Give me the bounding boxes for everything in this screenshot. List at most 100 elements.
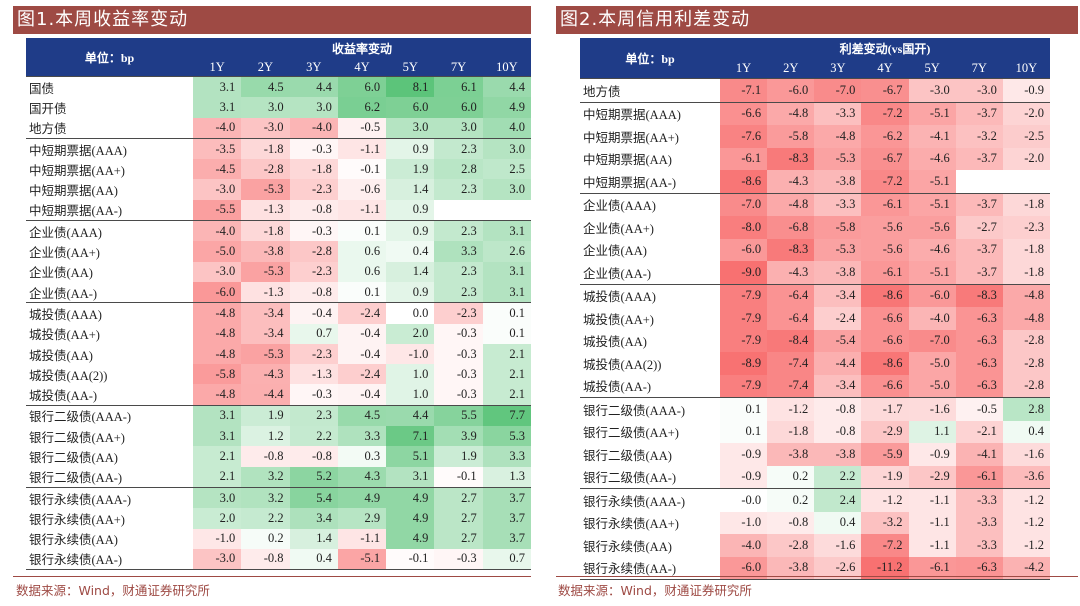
tenor-header: 1Y [193,58,242,77]
value-cell: -3.8 [767,556,815,580]
value-cell: -0.3 [289,137,338,160]
table-row: 银行二级债(AA-) -0.9 0.2 2.2 -1.9 -2.9 -6.1 -3.6 [580,465,1050,489]
value-cell: -0.8 [289,199,338,221]
value-cell: 0.1 [482,302,531,324]
table-row: 银行二级债(AA) -0.9 -3.8 -3.8 -5.9 -0.9 -4.1 -1.6 [580,443,1050,466]
tenor-header: 2Y [241,58,290,77]
value-cell: -3.0 [241,117,290,139]
value-cell: 1.4 [386,261,435,282]
value-cell: -6.1 [861,261,909,284]
value-cell [955,170,1003,193]
value-cell: -4.5 [193,159,242,180]
value-cell: -3.0 [193,548,242,571]
value-cell: -1.3 [289,364,338,385]
value-cell: -6.3 [955,329,1003,352]
value-cell: 0.6 [337,261,387,282]
table-row: 城投债(AA(2)) -5.8 -4.3 -1.3 -2.4 1.0 -0.3 2.1 [26,364,531,385]
value-cell: 0.9 [386,137,435,160]
value-cell: -1.1 [337,137,387,160]
value-cell: -3.7 [955,238,1003,261]
value-cell: -6.1 [720,147,768,170]
value-cell: -4.4 [814,352,862,375]
row-label: 银行永续债(AAA-) [26,486,193,509]
value-cell: -1.9 [861,465,909,489]
table-row: 企业债(AAA) -4.0 -1.8 -0.3 0.1 0.9 2.3 3.1 [26,220,531,242]
value-cell: -8.6 [861,283,909,307]
value-cell: -3.4 [814,374,862,398]
value-cell: -0.4 [337,343,387,365]
value-cell: -1.1 [337,199,387,221]
value-cell: 0.4 [289,548,338,571]
value-cell: 1.9 [241,404,290,427]
value-cell: 2.3 [434,281,483,303]
value-cell: 3.9 [434,426,483,447]
value-cell: -2.9 [908,465,956,489]
value-cell: 2.7 [434,486,483,509]
value-cell: 2.1 [482,364,531,385]
value-cell [1002,170,1050,193]
value-cell: -0.0 [720,488,768,512]
value-cell: 0.9 [386,220,435,242]
value-cell: -4.8 [193,343,242,365]
value-cell: -4.3 [767,170,815,193]
value-cell: -7.9 [720,374,768,398]
value-cell: 3.2 [241,466,290,488]
source-note: 数据来源：Wind，财通证券研究所 [16,583,210,598]
value-cell: -0.3 [434,343,483,365]
value-cell: -4.8 [1002,307,1050,330]
row-label: 城投债(AA) [29,348,93,363]
value-cell: -3.4 [241,302,290,324]
value-cell: 1.3 [482,466,531,488]
value-cell: -0.8 [767,511,815,534]
tenor-header: 2Y [767,58,815,79]
row-label: 银行永续债(AA+) [29,512,125,527]
value-cell: -4.4 [241,384,290,406]
table-row: 银行二级债(AAA-) 0.1 -1.2 -0.8 -1.7 -1.6 -0.5 2.8 [580,397,1050,421]
value-cell: 5.5 [434,404,483,427]
value-cell: -2.4 [337,364,387,385]
row-label: 城投债(AA-) [29,389,98,404]
value-cell: -1.8 [1002,261,1050,284]
table-row: 银行永续债(AA) -4.0 -2.8 -1.6 -7.2 -1.1 -3.3 -1.2 [580,534,1050,557]
tenor-header: 7Y [434,58,483,77]
value-cell: -4.8 [193,302,242,324]
value-cell: -6.0 [908,283,956,307]
tenor-header: 4Y [861,58,909,79]
value-cell: -0.4 [337,384,387,406]
value-cell: 0.1 [720,420,768,443]
value-cell: -7.9 [720,307,768,330]
value-cell: 4.4 [386,404,435,427]
tenor-header: 10Y [1002,58,1050,79]
row-label: 中短期票据(AAA) [580,101,720,125]
value-cell: -2.8 [767,534,815,557]
value-cell: 0.1 [720,397,768,421]
tenor-header: 5Y [908,58,956,79]
value-cell: 2.1 [482,343,531,365]
value-cell: -7.1 [720,78,768,102]
table-row: 企业债(AA+) -5.0 -3.8 -2.8 0.6 0.4 3.3 2.6 [26,241,531,262]
value-cell: -3.4 [814,283,862,307]
value-cell: 3.7 [482,486,531,509]
value-cell: -5.3 [241,179,290,200]
value-cell: -4.8 [767,101,815,125]
value-cell: -3.7 [955,261,1003,284]
value-cell: 3.7 [482,528,531,549]
table-row: 城投债(AA) -4.8 -5.3 -2.3 -0.4 -1.0 -0.3 2.1 [26,343,531,365]
value-cell: -3.3 [955,511,1003,534]
value-cell: -6.4 [767,283,815,307]
value-cell: 6.1 [434,76,483,98]
value-cell: -0.9 [908,443,956,466]
value-cell: 3.0 [193,486,242,509]
row-label: 中短期票据(AA-) [583,175,677,190]
value-cell: -1.2 [861,488,909,512]
table-row: 中短期票据(AA) -3.0 -5.3 -2.3 -0.6 1.4 2.3 3.0 [26,179,531,200]
table-row: 银行永续债(AAA-) -0.0 0.2 2.4 -1.2 -1.1 -3.3 -1.2 [580,488,1050,512]
tenor-header: 7Y [955,58,1003,79]
value-cell: -5.0 [193,241,242,262]
value-cell: 0.2 [767,488,815,512]
row-label: 中短期票据(AA) [583,153,672,168]
value-cell: -5.1 [908,170,956,193]
value-cell: -0.8 [241,446,290,467]
value-cell: -0.6 [337,179,387,200]
table-row: 银行永续债(AA+) 2.0 2.2 3.4 2.9 4.9 2.7 3.7 [26,508,531,529]
